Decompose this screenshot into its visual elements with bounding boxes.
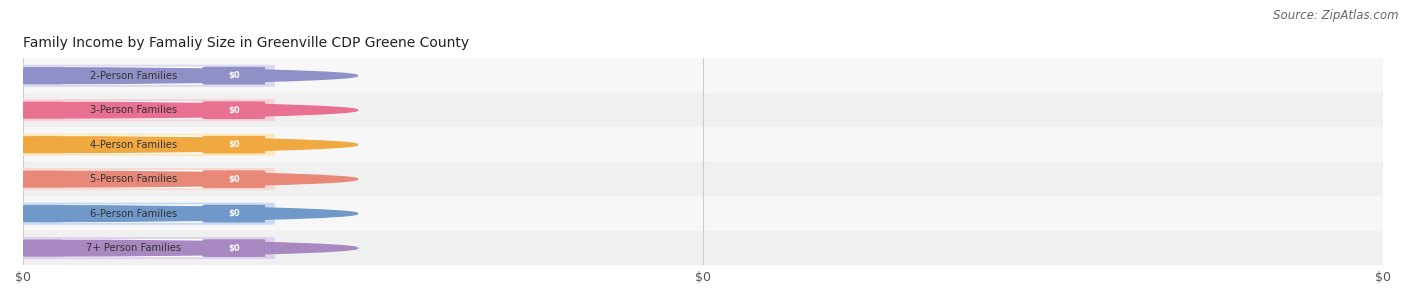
Text: $0: $0 bbox=[228, 209, 239, 218]
FancyBboxPatch shape bbox=[15, 203, 274, 224]
FancyBboxPatch shape bbox=[62, 170, 205, 188]
Bar bbox=[22, 59, 1384, 93]
Text: Source: ZipAtlas.com: Source: ZipAtlas.com bbox=[1274, 9, 1399, 22]
FancyBboxPatch shape bbox=[202, 239, 266, 257]
FancyBboxPatch shape bbox=[15, 99, 274, 121]
Text: 4-Person Families: 4-Person Families bbox=[90, 140, 177, 150]
Text: 7+ Person Families: 7+ Person Families bbox=[86, 243, 181, 253]
Text: 3-Person Families: 3-Person Families bbox=[90, 105, 177, 115]
Text: 6-Person Families: 6-Person Families bbox=[90, 209, 177, 219]
FancyBboxPatch shape bbox=[62, 204, 205, 223]
Circle shape bbox=[0, 68, 357, 84]
FancyBboxPatch shape bbox=[202, 170, 266, 188]
FancyBboxPatch shape bbox=[202, 67, 266, 84]
FancyBboxPatch shape bbox=[62, 101, 205, 119]
Circle shape bbox=[0, 171, 357, 187]
FancyBboxPatch shape bbox=[15, 169, 274, 190]
Circle shape bbox=[0, 137, 357, 152]
Text: $0: $0 bbox=[228, 106, 239, 115]
Bar bbox=[22, 93, 1384, 127]
Text: $0: $0 bbox=[228, 244, 239, 253]
Text: $0: $0 bbox=[228, 71, 239, 80]
FancyBboxPatch shape bbox=[62, 239, 205, 257]
FancyBboxPatch shape bbox=[15, 134, 274, 155]
Circle shape bbox=[0, 240, 357, 256]
Bar bbox=[22, 196, 1384, 231]
Text: 2-Person Families: 2-Person Families bbox=[90, 71, 177, 81]
FancyBboxPatch shape bbox=[62, 66, 205, 85]
Text: Family Income by Famaliy Size in Greenville CDP Greene County: Family Income by Famaliy Size in Greenvi… bbox=[22, 36, 470, 50]
Bar bbox=[22, 231, 1384, 265]
Text: $0: $0 bbox=[228, 140, 239, 149]
Text: 5-Person Families: 5-Person Families bbox=[90, 174, 177, 184]
Text: $0: $0 bbox=[228, 175, 239, 184]
Bar bbox=[22, 162, 1384, 196]
Bar bbox=[22, 127, 1384, 162]
FancyBboxPatch shape bbox=[15, 65, 274, 86]
Circle shape bbox=[0, 206, 357, 221]
Circle shape bbox=[0, 102, 357, 118]
FancyBboxPatch shape bbox=[15, 238, 274, 259]
FancyBboxPatch shape bbox=[202, 136, 266, 153]
FancyBboxPatch shape bbox=[202, 101, 266, 119]
FancyBboxPatch shape bbox=[202, 205, 266, 222]
FancyBboxPatch shape bbox=[62, 135, 205, 154]
